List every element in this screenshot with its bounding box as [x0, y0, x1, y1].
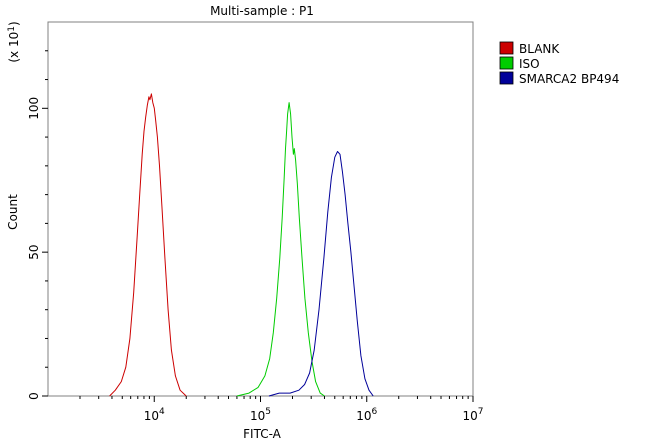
- legend-label: BLANK: [519, 42, 560, 56]
- x-axis-label: FITC-A: [243, 427, 282, 441]
- x-tick-label: 106: [356, 407, 377, 423]
- y-multiplier-label: (x 101): [7, 21, 21, 62]
- y-axis-label: Count: [6, 194, 20, 230]
- axis-ticks: 104 105 106 107 0 50 100: [27, 50, 484, 423]
- y-tick-label: 100: [27, 97, 41, 120]
- legend-swatch: [499, 56, 514, 70]
- x-tick-label: 105: [250, 407, 271, 423]
- series-layer: [109, 93, 374, 397]
- x-tick-label: 107: [462, 407, 483, 423]
- series-line-blank: [109, 93, 187, 397]
- legend-swatch: [499, 71, 514, 85]
- y-tick-label: 50: [27, 245, 41, 260]
- legend-label: ISO: [519, 57, 540, 71]
- chart-title: Multi-sample : P1: [210, 4, 314, 18]
- x-tick-label: 104: [144, 407, 165, 423]
- legend-swatch: [499, 41, 514, 55]
- series-line-smarca2-bp494: [268, 151, 374, 397]
- series-line-iso: [236, 102, 325, 397]
- legend-label: SMARCA2 BP494: [519, 72, 619, 86]
- y-tick-label: 0: [27, 392, 41, 400]
